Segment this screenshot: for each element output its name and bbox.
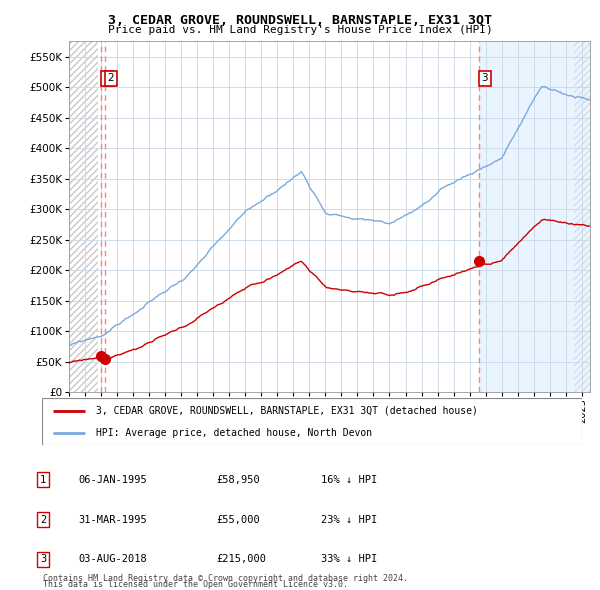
- Text: 1: 1: [40, 475, 46, 484]
- Text: 3: 3: [481, 73, 488, 83]
- Text: 2: 2: [40, 515, 46, 525]
- Text: 31-MAR-1995: 31-MAR-1995: [78, 515, 147, 525]
- Text: 2: 2: [107, 73, 114, 83]
- Text: 3: 3: [40, 555, 46, 564]
- FancyBboxPatch shape: [42, 398, 582, 445]
- Text: Price paid vs. HM Land Registry's House Price Index (HPI): Price paid vs. HM Land Registry's House …: [107, 25, 493, 35]
- Text: 03-AUG-2018: 03-AUG-2018: [78, 555, 147, 564]
- Text: 16% ↓ HPI: 16% ↓ HPI: [321, 475, 377, 484]
- Text: 3, CEDAR GROVE, ROUNDSWELL, BARNSTAPLE, EX31 3QT: 3, CEDAR GROVE, ROUNDSWELL, BARNSTAPLE, …: [108, 14, 492, 27]
- Text: 23% ↓ HPI: 23% ↓ HPI: [321, 515, 377, 525]
- Text: 3, CEDAR GROVE, ROUNDSWELL, BARNSTAPLE, EX31 3QT (detached house): 3, CEDAR GROVE, ROUNDSWELL, BARNSTAPLE, …: [96, 406, 478, 416]
- Text: 33% ↓ HPI: 33% ↓ HPI: [321, 555, 377, 564]
- Text: This data is licensed under the Open Government Licence v3.0.: This data is licensed under the Open Gov…: [43, 581, 348, 589]
- Text: HPI: Average price, detached house, North Devon: HPI: Average price, detached house, Nort…: [96, 428, 372, 438]
- Text: 1: 1: [104, 73, 110, 83]
- Text: 06-JAN-1995: 06-JAN-1995: [78, 475, 147, 484]
- Text: £55,000: £55,000: [216, 515, 260, 525]
- Text: Contains HM Land Registry data © Crown copyright and database right 2024.: Contains HM Land Registry data © Crown c…: [43, 574, 408, 583]
- Text: £58,950: £58,950: [216, 475, 260, 484]
- Text: £215,000: £215,000: [216, 555, 266, 564]
